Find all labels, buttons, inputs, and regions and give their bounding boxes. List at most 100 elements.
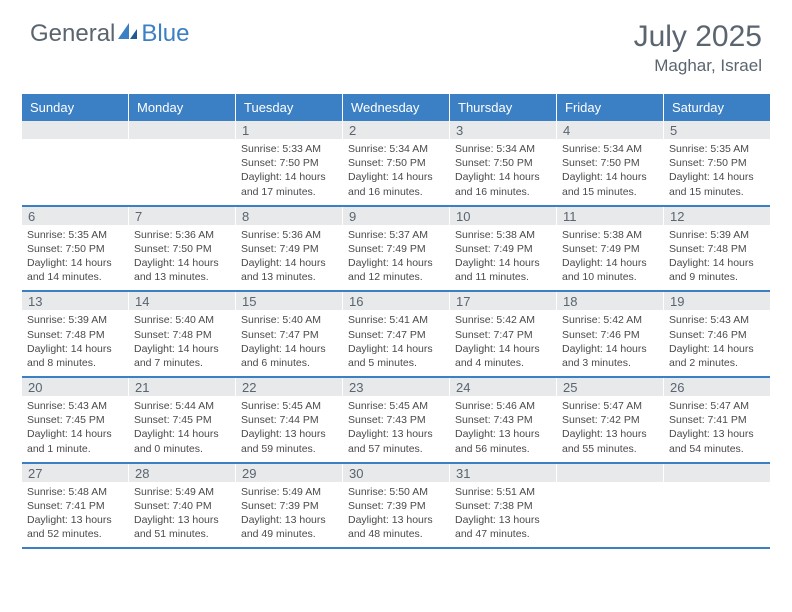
sunset-line: Sunset: 7:43 PM <box>455 413 551 427</box>
day-number: 30 <box>343 464 449 482</box>
day-content: Sunrise: 5:50 AMSunset: 7:39 PMDaylight:… <box>343 482 449 548</box>
daylight-line: Daylight: 14 hours and 11 minutes. <box>455 256 551 284</box>
day-header: Thursday <box>450 94 557 121</box>
calendar-cell: 3Sunrise: 5:34 AMSunset: 7:50 PMDaylight… <box>450 121 557 205</box>
day-number <box>129 121 235 139</box>
logo-text-blue: Blue <box>141 20 189 48</box>
daylight-line: Daylight: 13 hours and 56 minutes. <box>455 427 551 455</box>
title-block: July 2025 Maghar, Israel <box>634 20 762 76</box>
day-number: 24 <box>450 378 556 396</box>
day-content: Sunrise: 5:44 AMSunset: 7:45 PMDaylight:… <box>129 396 235 462</box>
calendar-cell: 22Sunrise: 5:45 AMSunset: 7:44 PMDayligh… <box>236 378 343 462</box>
calendar-cell: 13Sunrise: 5:39 AMSunset: 7:48 PMDayligh… <box>22 292 129 376</box>
calendar-cell: 17Sunrise: 5:42 AMSunset: 7:47 PMDayligh… <box>450 292 557 376</box>
day-number: 1 <box>236 121 342 139</box>
daylight-line: Daylight: 14 hours and 5 minutes. <box>348 342 444 370</box>
daylight-line: Daylight: 13 hours and 47 minutes. <box>455 513 551 541</box>
sunrise-line: Sunrise: 5:43 AM <box>669 313 765 327</box>
day-content: Sunrise: 5:39 AMSunset: 7:48 PMDaylight:… <box>664 225 770 291</box>
calendar-cell: 9Sunrise: 5:37 AMSunset: 7:49 PMDaylight… <box>343 207 450 291</box>
daylight-line: Daylight: 14 hours and 7 minutes. <box>134 342 230 370</box>
calendar-cell: 10Sunrise: 5:38 AMSunset: 7:49 PMDayligh… <box>450 207 557 291</box>
sunrise-line: Sunrise: 5:43 AM <box>27 399 123 413</box>
day-number: 16 <box>343 292 449 310</box>
day-number: 27 <box>22 464 128 482</box>
calendar-cell: 4Sunrise: 5:34 AMSunset: 7:50 PMDaylight… <box>557 121 664 205</box>
sunrise-line: Sunrise: 5:45 AM <box>241 399 337 413</box>
daylight-line: Daylight: 14 hours and 0 minutes. <box>134 427 230 455</box>
daylight-line: Daylight: 13 hours and 49 minutes. <box>241 513 337 541</box>
calendar-cell: 23Sunrise: 5:45 AMSunset: 7:43 PMDayligh… <box>343 378 450 462</box>
day-content: Sunrise: 5:47 AMSunset: 7:42 PMDaylight:… <box>557 396 663 462</box>
day-content: Sunrise: 5:37 AMSunset: 7:49 PMDaylight:… <box>343 225 449 291</box>
sunset-line: Sunset: 7:48 PM <box>669 242 765 256</box>
day-number: 22 <box>236 378 342 396</box>
daylight-line: Daylight: 14 hours and 1 minute. <box>27 427 123 455</box>
logo-text-general: General <box>30 20 115 48</box>
sunrise-line: Sunrise: 5:35 AM <box>669 142 765 156</box>
sunrise-line: Sunrise: 5:49 AM <box>134 485 230 499</box>
day-content: Sunrise: 5:34 AMSunset: 7:50 PMDaylight:… <box>557 139 663 205</box>
sunset-line: Sunset: 7:39 PM <box>241 499 337 513</box>
calendar-cell: 12Sunrise: 5:39 AMSunset: 7:48 PMDayligh… <box>664 207 770 291</box>
day-number: 8 <box>236 207 342 225</box>
day-number <box>22 121 128 139</box>
calendar-cell <box>557 464 664 548</box>
day-number: 26 <box>664 378 770 396</box>
day-content: Sunrise: 5:45 AMSunset: 7:44 PMDaylight:… <box>236 396 342 462</box>
day-content: Sunrise: 5:47 AMSunset: 7:41 PMDaylight:… <box>664 396 770 462</box>
sunrise-line: Sunrise: 5:34 AM <box>455 142 551 156</box>
day-number: 3 <box>450 121 556 139</box>
sunset-line: Sunset: 7:49 PM <box>562 242 658 256</box>
sunrise-line: Sunrise: 5:34 AM <box>348 142 444 156</box>
sunrise-line: Sunrise: 5:33 AM <box>241 142 337 156</box>
day-header: Tuesday <box>236 94 343 121</box>
calendar-cell: 26Sunrise: 5:47 AMSunset: 7:41 PMDayligh… <box>664 378 770 462</box>
weeks-container: 1Sunrise: 5:33 AMSunset: 7:50 PMDaylight… <box>22 121 770 549</box>
sunrise-line: Sunrise: 5:42 AM <box>455 313 551 327</box>
sunset-line: Sunset: 7:44 PM <box>241 413 337 427</box>
day-content: Sunrise: 5:34 AMSunset: 7:50 PMDaylight:… <box>343 139 449 205</box>
sunrise-line: Sunrise: 5:50 AM <box>348 485 444 499</box>
day-content: Sunrise: 5:49 AMSunset: 7:40 PMDaylight:… <box>129 482 235 548</box>
day-number: 10 <box>450 207 556 225</box>
day-header-row: SundayMondayTuesdayWednesdayThursdayFrid… <box>22 94 770 121</box>
sunset-line: Sunset: 7:42 PM <box>562 413 658 427</box>
day-content: Sunrise: 5:34 AMSunset: 7:50 PMDaylight:… <box>450 139 556 205</box>
sunrise-line: Sunrise: 5:47 AM <box>562 399 658 413</box>
day-content: Sunrise: 5:36 AMSunset: 7:49 PMDaylight:… <box>236 225 342 291</box>
calendar-cell: 15Sunrise: 5:40 AMSunset: 7:47 PMDayligh… <box>236 292 343 376</box>
calendar-cell: 2Sunrise: 5:34 AMSunset: 7:50 PMDaylight… <box>343 121 450 205</box>
calendar-cell: 14Sunrise: 5:40 AMSunset: 7:48 PMDayligh… <box>129 292 236 376</box>
calendar-cell: 18Sunrise: 5:42 AMSunset: 7:46 PMDayligh… <box>557 292 664 376</box>
daylight-line: Daylight: 13 hours and 48 minutes. <box>348 513 444 541</box>
day-content: Sunrise: 5:43 AMSunset: 7:45 PMDaylight:… <box>22 396 128 462</box>
sunset-line: Sunset: 7:46 PM <box>669 328 765 342</box>
calendar-cell: 16Sunrise: 5:41 AMSunset: 7:47 PMDayligh… <box>343 292 450 376</box>
sunrise-line: Sunrise: 5:40 AM <box>241 313 337 327</box>
sunset-line: Sunset: 7:43 PM <box>348 413 444 427</box>
sunset-line: Sunset: 7:39 PM <box>348 499 444 513</box>
sunset-line: Sunset: 7:49 PM <box>241 242 337 256</box>
sunrise-line: Sunrise: 5:48 AM <box>27 485 123 499</box>
sunrise-line: Sunrise: 5:41 AM <box>348 313 444 327</box>
day-number: 6 <box>22 207 128 225</box>
daylight-line: Daylight: 14 hours and 15 minutes. <box>669 170 765 198</box>
day-header: Saturday <box>664 94 770 121</box>
day-number: 5 <box>664 121 770 139</box>
page-header: General Blue July 2025 Maghar, Israel <box>0 0 792 86</box>
month-title: July 2025 <box>634 20 762 54</box>
sunrise-line: Sunrise: 5:47 AM <box>669 399 765 413</box>
daylight-line: Daylight: 14 hours and 16 minutes. <box>455 170 551 198</box>
calendar-cell: 27Sunrise: 5:48 AMSunset: 7:41 PMDayligh… <box>22 464 129 548</box>
day-number: 28 <box>129 464 235 482</box>
sunrise-line: Sunrise: 5:51 AM <box>455 485 551 499</box>
day-content: Sunrise: 5:51 AMSunset: 7:38 PMDaylight:… <box>450 482 556 548</box>
day-content: Sunrise: 5:33 AMSunset: 7:50 PMDaylight:… <box>236 139 342 205</box>
daylight-line: Daylight: 14 hours and 12 minutes. <box>348 256 444 284</box>
day-number: 12 <box>664 207 770 225</box>
day-number: 17 <box>450 292 556 310</box>
calendar-cell: 6Sunrise: 5:35 AMSunset: 7:50 PMDaylight… <box>22 207 129 291</box>
sunset-line: Sunset: 7:46 PM <box>562 328 658 342</box>
sunrise-line: Sunrise: 5:39 AM <box>669 228 765 242</box>
